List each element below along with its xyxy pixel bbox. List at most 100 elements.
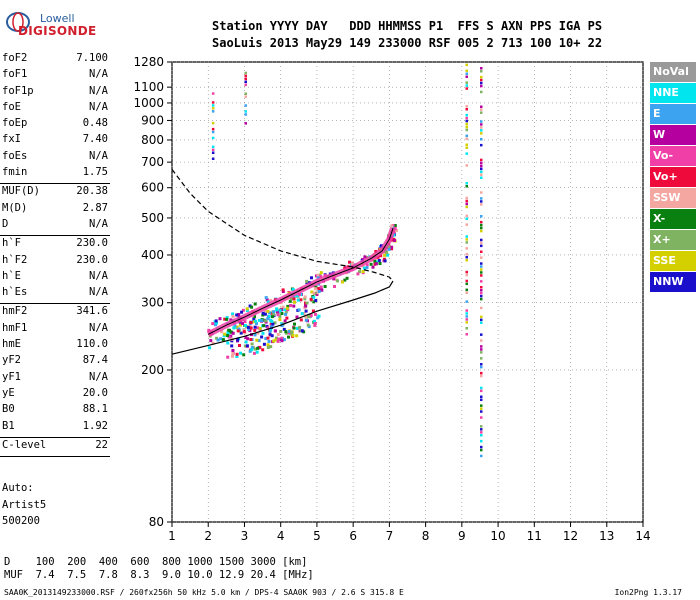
echo-point-column xyxy=(244,74,247,78)
echo-point-o xyxy=(223,332,227,336)
echo-point-o xyxy=(373,259,377,263)
param-separator xyxy=(0,183,110,185)
echo-point-column xyxy=(480,75,483,79)
echo-point-x xyxy=(268,332,272,336)
echo-point-column xyxy=(465,247,468,250)
echo-point-o xyxy=(333,285,336,288)
echo-point-x xyxy=(263,309,267,313)
echo-point-o xyxy=(245,307,249,311)
echo-point-x xyxy=(312,300,316,304)
legend-item: NoVal xyxy=(650,62,696,82)
echo-point-x xyxy=(256,331,260,335)
param-row: foF1 N/A xyxy=(0,68,110,84)
echo-point-x xyxy=(227,335,231,339)
echo-point-column xyxy=(480,256,483,259)
echo-point-column xyxy=(480,434,483,437)
echo-point-column xyxy=(480,371,483,375)
echo-point-column xyxy=(211,157,215,160)
echo-point-column xyxy=(480,386,483,390)
echo-point-column xyxy=(465,300,468,303)
echo-point-o xyxy=(266,317,270,321)
echo-point-x xyxy=(255,322,258,326)
echo-point-x xyxy=(292,326,296,330)
echo-point-x xyxy=(309,314,313,317)
echo-point-x xyxy=(302,312,306,315)
echo-point-column xyxy=(480,454,483,458)
echo-point-column xyxy=(480,425,483,428)
footer-version: Ion2Png 1.3.17 xyxy=(614,588,682,597)
echo-point-x xyxy=(230,354,234,358)
echo-point-column xyxy=(465,256,468,259)
echo-point-o xyxy=(348,260,351,264)
echo-point-x xyxy=(256,326,260,330)
echo-point-x xyxy=(253,347,257,351)
echo-point-o xyxy=(249,326,253,330)
echo-point-o xyxy=(303,295,307,299)
echo-point-x xyxy=(314,299,318,302)
echo-point-column xyxy=(480,111,483,114)
param-name: MUF(D) xyxy=(2,185,40,198)
echo-point-x xyxy=(264,337,268,341)
echo-point-x xyxy=(280,312,284,315)
param-value: 341.6 xyxy=(76,305,108,318)
param-name: yF2 xyxy=(2,354,21,367)
legend-item: W xyxy=(650,125,696,145)
echo-point-o xyxy=(211,322,215,326)
echo-point-o xyxy=(292,304,296,308)
echo-point-x xyxy=(291,334,295,338)
echo-point-x xyxy=(273,321,277,325)
param-name: foF2 xyxy=(2,52,28,64)
echo-point-o xyxy=(319,271,323,275)
echo-point-column xyxy=(480,294,483,298)
echo-point-o xyxy=(314,285,318,289)
echo-point-o xyxy=(243,320,247,324)
echo-point-o xyxy=(361,264,365,268)
echo-point-column xyxy=(211,110,215,113)
echo-point-o xyxy=(361,270,365,274)
echo-point-x xyxy=(293,322,296,326)
echo-point-column xyxy=(480,289,483,292)
echo-point-o xyxy=(207,328,211,332)
param-name: D xyxy=(2,217,9,230)
echo-point-column xyxy=(465,134,468,138)
param-row: M(D) 2.87 xyxy=(0,202,110,218)
echo-point-x xyxy=(304,309,308,313)
echo-point-column xyxy=(480,431,483,434)
echo-point-x xyxy=(250,346,254,350)
echo-point-x xyxy=(272,313,276,317)
echo-point-column xyxy=(244,113,247,116)
echo-point-o xyxy=(316,273,320,277)
echo-point-x xyxy=(262,324,266,328)
echo-point-o xyxy=(250,305,254,309)
param-row: hmE 110.0 xyxy=(0,338,110,354)
legend-item: NNE xyxy=(650,83,696,103)
echo-point-x xyxy=(287,335,290,339)
echo-point-column xyxy=(465,315,468,318)
echo-point-o xyxy=(291,288,295,291)
param-value: N/A xyxy=(89,100,108,113)
echo-point-column xyxy=(244,83,247,87)
echo-point-column xyxy=(480,448,483,452)
echo-point-o xyxy=(215,321,218,325)
echo-point-column xyxy=(465,291,468,294)
echo-point-o xyxy=(317,290,321,293)
echo-point-column xyxy=(480,229,483,233)
echo-point-column xyxy=(480,129,483,132)
echo-point-x xyxy=(248,349,252,353)
echo-point-o xyxy=(261,311,265,315)
param-value: 87.4 xyxy=(82,354,108,367)
echo-point-column xyxy=(480,105,483,108)
echo-point-o xyxy=(263,312,267,316)
param-value: N/A xyxy=(89,321,108,334)
param-separator xyxy=(0,235,110,237)
echo-point-column xyxy=(244,104,247,107)
echo-point-x xyxy=(268,330,272,334)
echo-point-o xyxy=(317,287,321,290)
echo-point-column xyxy=(480,78,483,82)
echo-point-x xyxy=(247,327,251,331)
echo-point-column xyxy=(465,241,468,244)
echo-point-column xyxy=(465,235,468,238)
echo-point-column xyxy=(465,164,468,167)
echo-point-column xyxy=(465,238,468,241)
x-tick-label: 14 xyxy=(635,529,650,543)
